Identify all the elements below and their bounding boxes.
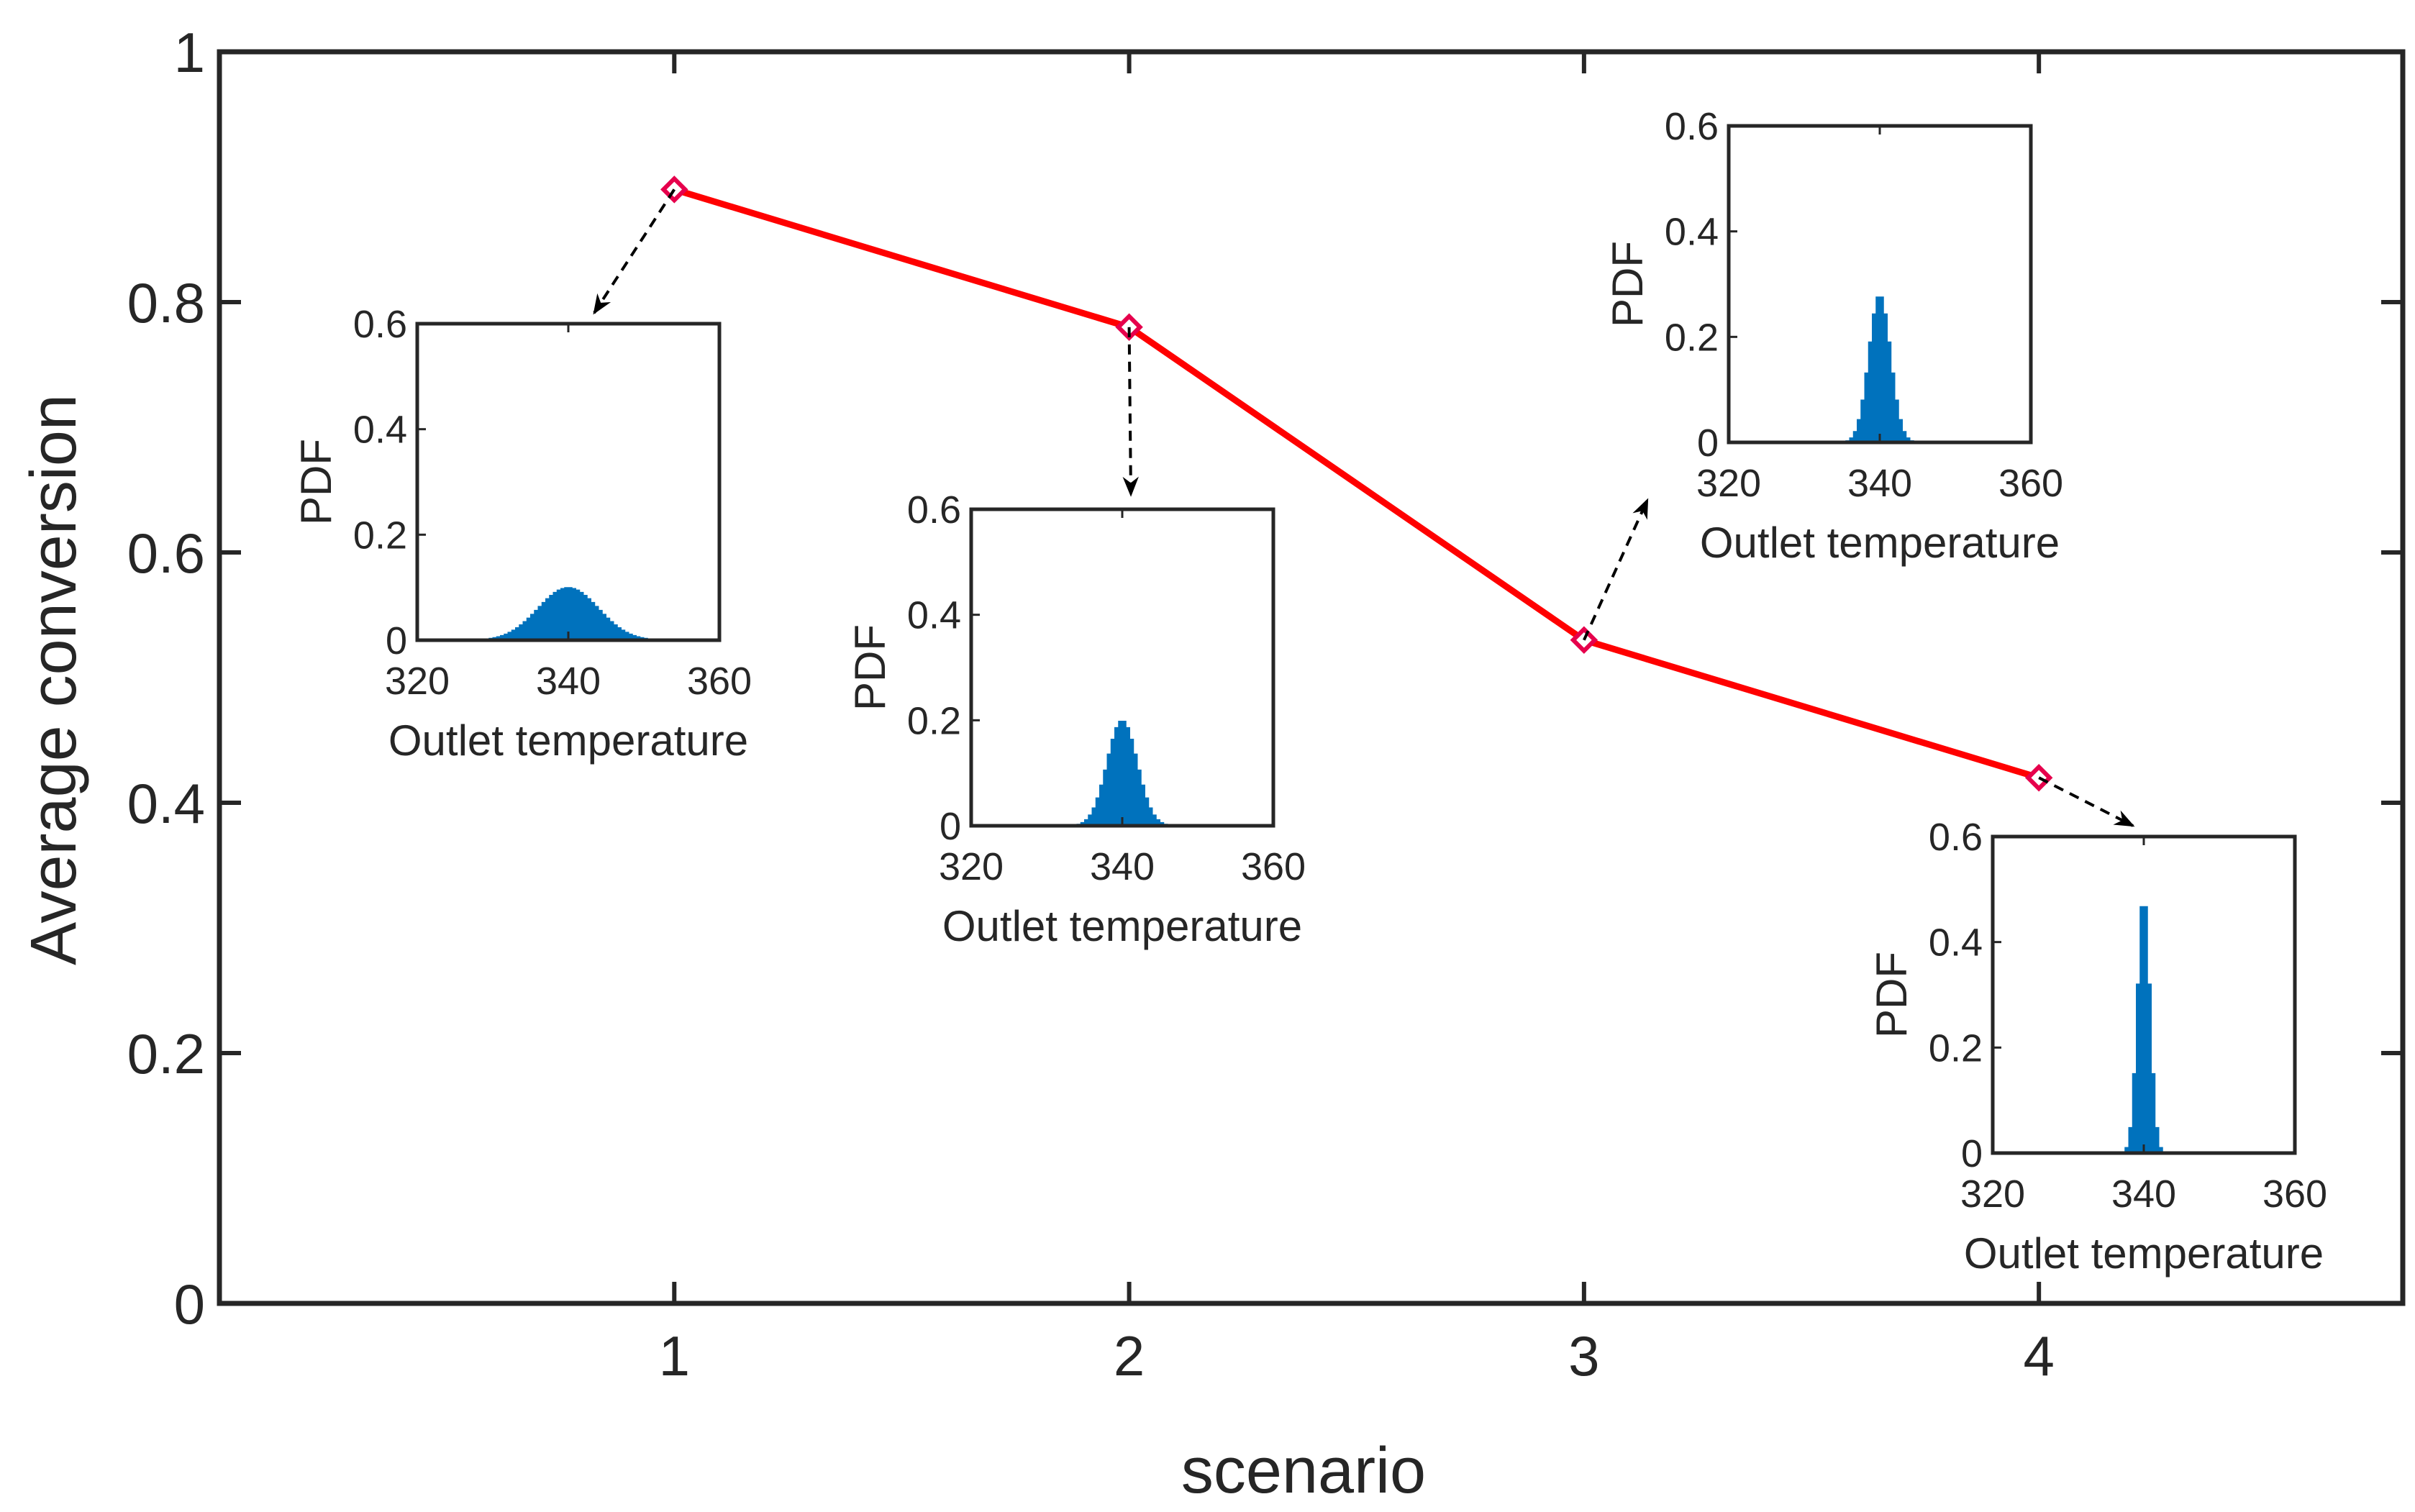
inset-y-tick-label: 0 (1961, 1132, 1983, 1175)
histogram-bars (2121, 906, 2167, 1154)
main-axes: 0 0.2 0.4 0.6 0.8 1 1 2 3 4 (127, 21, 2406, 1388)
histogram-bars (1076, 720, 1168, 826)
inset-x-tick-label: 360 (687, 660, 752, 703)
inset-x-tick-label: 340 (536, 660, 601, 703)
y-tick-label: 0.8 (127, 271, 205, 334)
callout-arrows (593, 188, 2135, 827)
inset-y-axis-label: PDF (846, 624, 894, 711)
callout-arrow (1583, 498, 1649, 641)
inset-y-tick-label: 0 (1697, 422, 1719, 465)
inset-y-axis-label: PDF (292, 439, 340, 525)
y-tick-label: 0.6 (127, 522, 205, 585)
insets: 0 0.2 0.4 0.6 320 340 360 Outlet temperature PDF… (292, 105, 2327, 1278)
inset-x-tick-label: 340 (1847, 462, 1912, 505)
inset-x-axis-label: Outlet temperature (388, 716, 748, 765)
histogram-bars (481, 587, 656, 641)
y-axis-label: Average conversion (18, 394, 90, 965)
inset-y-tick-label: 0 (940, 805, 961, 848)
inset-y-tick-label: 0.4 (907, 594, 961, 637)
inset-scenario-1: 0 0.2 0.4 0.6 320 340 360 Outlet temperature PDF (292, 303, 752, 765)
inset-y-tick-label: 0.4 (1665, 211, 1719, 254)
inset-x-tick-label: 360 (2262, 1172, 2327, 1216)
inset-x-tick-label: 340 (2111, 1172, 2176, 1216)
inset-y-tick-label: 0.2 (907, 699, 961, 742)
inset-y-tick-label: 0.6 (1929, 816, 1983, 859)
histogram-bars (1845, 296, 1914, 443)
callout-arrow (593, 188, 676, 315)
inset-y-tick-label: 0.2 (1929, 1026, 1983, 1070)
x-tick-label: 2 (1114, 1324, 1145, 1388)
inset-x-tick-label: 320 (1696, 462, 1761, 505)
inset-scenario-3: 0 0.2 0.4 0.6 320 340 360 Outlet temperature PDF (1604, 105, 2063, 567)
inset-y-tick-label: 0.4 (353, 409, 407, 452)
y-tick-label: 0.2 (127, 1022, 205, 1085)
plot-frame (217, 49, 2406, 1306)
inset-y-tick-label: 0.6 (1665, 105, 1719, 148)
inset-y-tick-label: 0.6 (353, 303, 407, 346)
inset-x-tick-label: 360 (1998, 462, 2063, 505)
inset-y-tick-label: 0.2 (1665, 316, 1719, 359)
x-tick-label: 3 (1568, 1324, 1599, 1388)
inset-x-tick-label: 320 (939, 845, 1004, 888)
inset-x-axis-label: Outlet temperature (1964, 1229, 2324, 1278)
inset-y-axis-label: PDF (1604, 241, 1652, 327)
inset-y-tick-label: 0.2 (353, 514, 407, 557)
inset-x-axis-label: Outlet temperature (942, 902, 1302, 950)
y-tick-label: 0.4 (127, 772, 205, 835)
inset-x-tick-label: 340 (1090, 845, 1155, 888)
callout-arrow (1122, 327, 1139, 497)
x-axis-label: scenario (1181, 1435, 1426, 1507)
inset-y-tick-label: 0 (386, 619, 407, 662)
inset-x-tick-label: 360 (1241, 845, 1306, 888)
series-line (673, 186, 2040, 781)
inset-y-tick-label: 0.6 (907, 488, 961, 532)
inset-y-axis-label: PDF (1868, 952, 1916, 1038)
y-tick-label: 0 (174, 1272, 205, 1336)
y-tick-label: 1 (174, 21, 205, 84)
inset-x-axis-label: Outlet temperature (1700, 519, 2060, 567)
callout-arrow (2038, 776, 2135, 827)
x-tick-label: 4 (2023, 1324, 2054, 1388)
inset-scenario-4: 0 0.2 0.4 0.6 320 340 360 Outlet temperature PDF (1868, 816, 2327, 1278)
inset-y-tick-label: 0.4 (1929, 921, 1983, 965)
inset-scenario-2: 0 0.2 0.4 0.6 320 340 360 Outlet temperature PDF (846, 488, 1306, 950)
x-tick-label: 1 (659, 1324, 690, 1388)
inset-x-tick-label: 320 (1960, 1172, 2025, 1216)
inset-x-tick-label: 320 (385, 660, 450, 703)
